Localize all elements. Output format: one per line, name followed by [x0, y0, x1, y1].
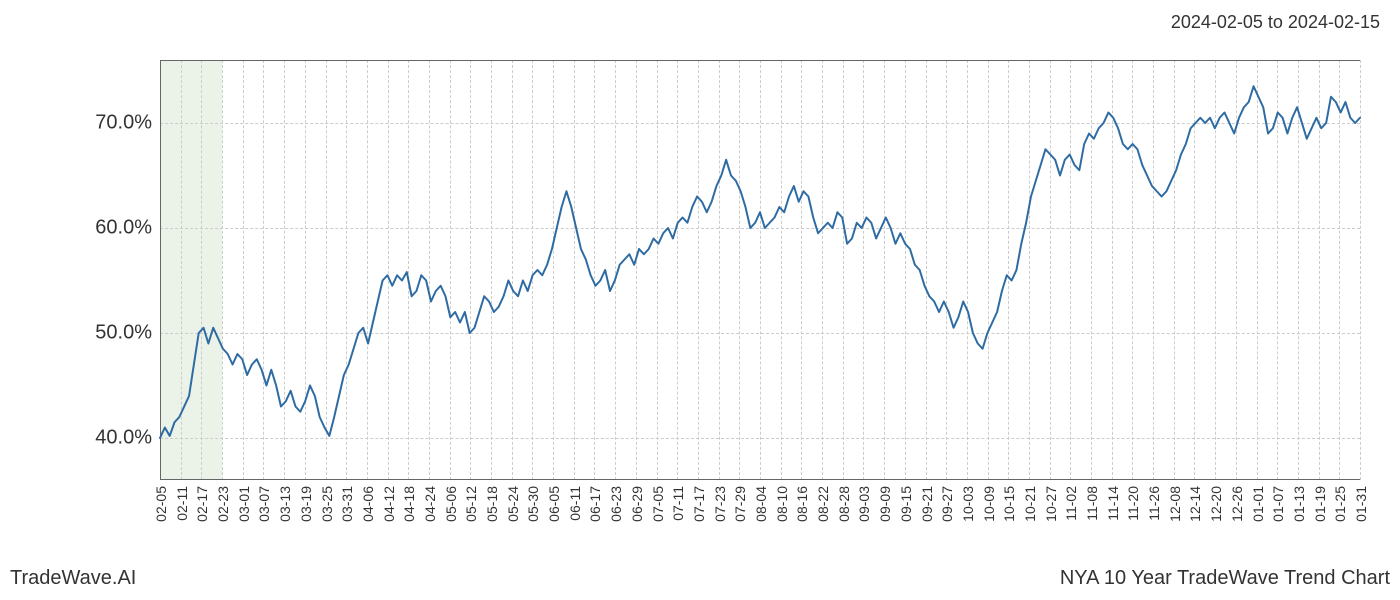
x-tick-label: 06-17	[587, 486, 603, 522]
x-tick-label: 11-08	[1084, 486, 1100, 521]
x-tick-label: 08-22	[815, 486, 831, 522]
x-tick-label: 01-19	[1312, 486, 1328, 522]
x-tick-label: 11-20	[1125, 486, 1141, 521]
x-tick-label: 09-21	[919, 486, 935, 522]
x-tick-label: 03-07	[256, 486, 272, 522]
x-tick-label: 10-09	[981, 486, 997, 522]
x-tick-label: 07-23	[712, 486, 728, 522]
x-tick-label: 11-26	[1146, 486, 1162, 521]
x-tick-label: 09-15	[898, 486, 914, 522]
x-tick-label: 04-18	[401, 486, 417, 522]
x-tick-label: 03-25	[319, 486, 335, 522]
x-tick-label: 03-31	[339, 486, 355, 522]
x-tick-label: 02-05	[153, 486, 169, 522]
x-tick-label: 05-30	[525, 486, 541, 522]
x-tick-label: 06-05	[546, 486, 562, 522]
x-tick-label: 03-13	[277, 486, 293, 522]
x-tick-label: 09-27	[939, 486, 955, 522]
x-tick-label: 05-12	[463, 486, 479, 522]
y-tick-label: 50.0%	[95, 322, 152, 345]
x-tick-label: 06-29	[629, 486, 645, 522]
x-tick-label: 01-13	[1291, 486, 1307, 522]
x-tick-label: 05-06	[443, 486, 459, 522]
x-tick-label: 07-17	[691, 486, 707, 522]
x-tick-label: 10-21	[1022, 486, 1038, 522]
x-tick-label: 10-27	[1043, 486, 1059, 522]
x-tick-label: 01-31	[1353, 486, 1369, 522]
x-tick-label: 10-03	[960, 486, 976, 522]
line-series-svg	[160, 60, 1360, 480]
date-range-label: 2024-02-05 to 2024-02-15	[1171, 12, 1380, 33]
footer-title: NYA 10 Year TradeWave Trend Chart	[1060, 567, 1390, 590]
x-tick-label: 12-14	[1187, 486, 1203, 522]
x-tick-label: 11-14	[1105, 486, 1121, 521]
footer-brand: TradeWave.AI	[10, 567, 136, 590]
chart-plot-area	[160, 60, 1360, 480]
x-tick-label: 01-25	[1332, 486, 1348, 522]
x-tick-label: 10-15	[1001, 486, 1017, 522]
x-tick-label: 02-23	[215, 486, 231, 522]
x-tick-label: 09-09	[877, 486, 893, 522]
x-tick-label: 03-01	[236, 486, 252, 522]
x-tick-label: 06-23	[608, 486, 624, 522]
trend-line	[160, 86, 1360, 438]
x-tick-label: 07-29	[732, 486, 748, 522]
x-tick-label: 08-28	[836, 486, 852, 522]
x-tick-label: 07-05	[650, 486, 666, 522]
x-tick-label: 04-06	[360, 486, 376, 522]
x-tick-label: 09-03	[856, 486, 872, 522]
y-tick-label: 70.0%	[95, 112, 152, 135]
x-tick-label: 08-10	[774, 486, 790, 522]
x-tick-label: 01-07	[1270, 486, 1286, 522]
x-tick-label: 12-20	[1208, 486, 1224, 522]
x-tick-label: 08-04	[753, 486, 769, 522]
x-tick-label: 12-08	[1167, 486, 1183, 522]
x-tick-label: 11-02	[1063, 486, 1079, 521]
y-tick-label: 40.0%	[95, 427, 152, 450]
x-tick-label: 04-24	[422, 486, 438, 522]
x-tick-label: 07-11	[670, 486, 686, 521]
x-tick-label: 02-11	[174, 486, 190, 521]
x-tick-label: 03-19	[298, 486, 314, 522]
x-tick-label: 12-26	[1229, 486, 1245, 522]
x-tick-label: 05-24	[505, 486, 521, 522]
x-tick-label: 06-11	[567, 486, 583, 521]
y-tick-label: 60.0%	[95, 217, 152, 240]
x-tick-label: 04-12	[381, 486, 397, 522]
x-tick-label: 05-18	[484, 486, 500, 522]
x-tick-label: 02-17	[194, 486, 210, 522]
x-tick-label: 08-16	[794, 486, 810, 522]
x-tick-label: 01-01	[1250, 486, 1266, 522]
